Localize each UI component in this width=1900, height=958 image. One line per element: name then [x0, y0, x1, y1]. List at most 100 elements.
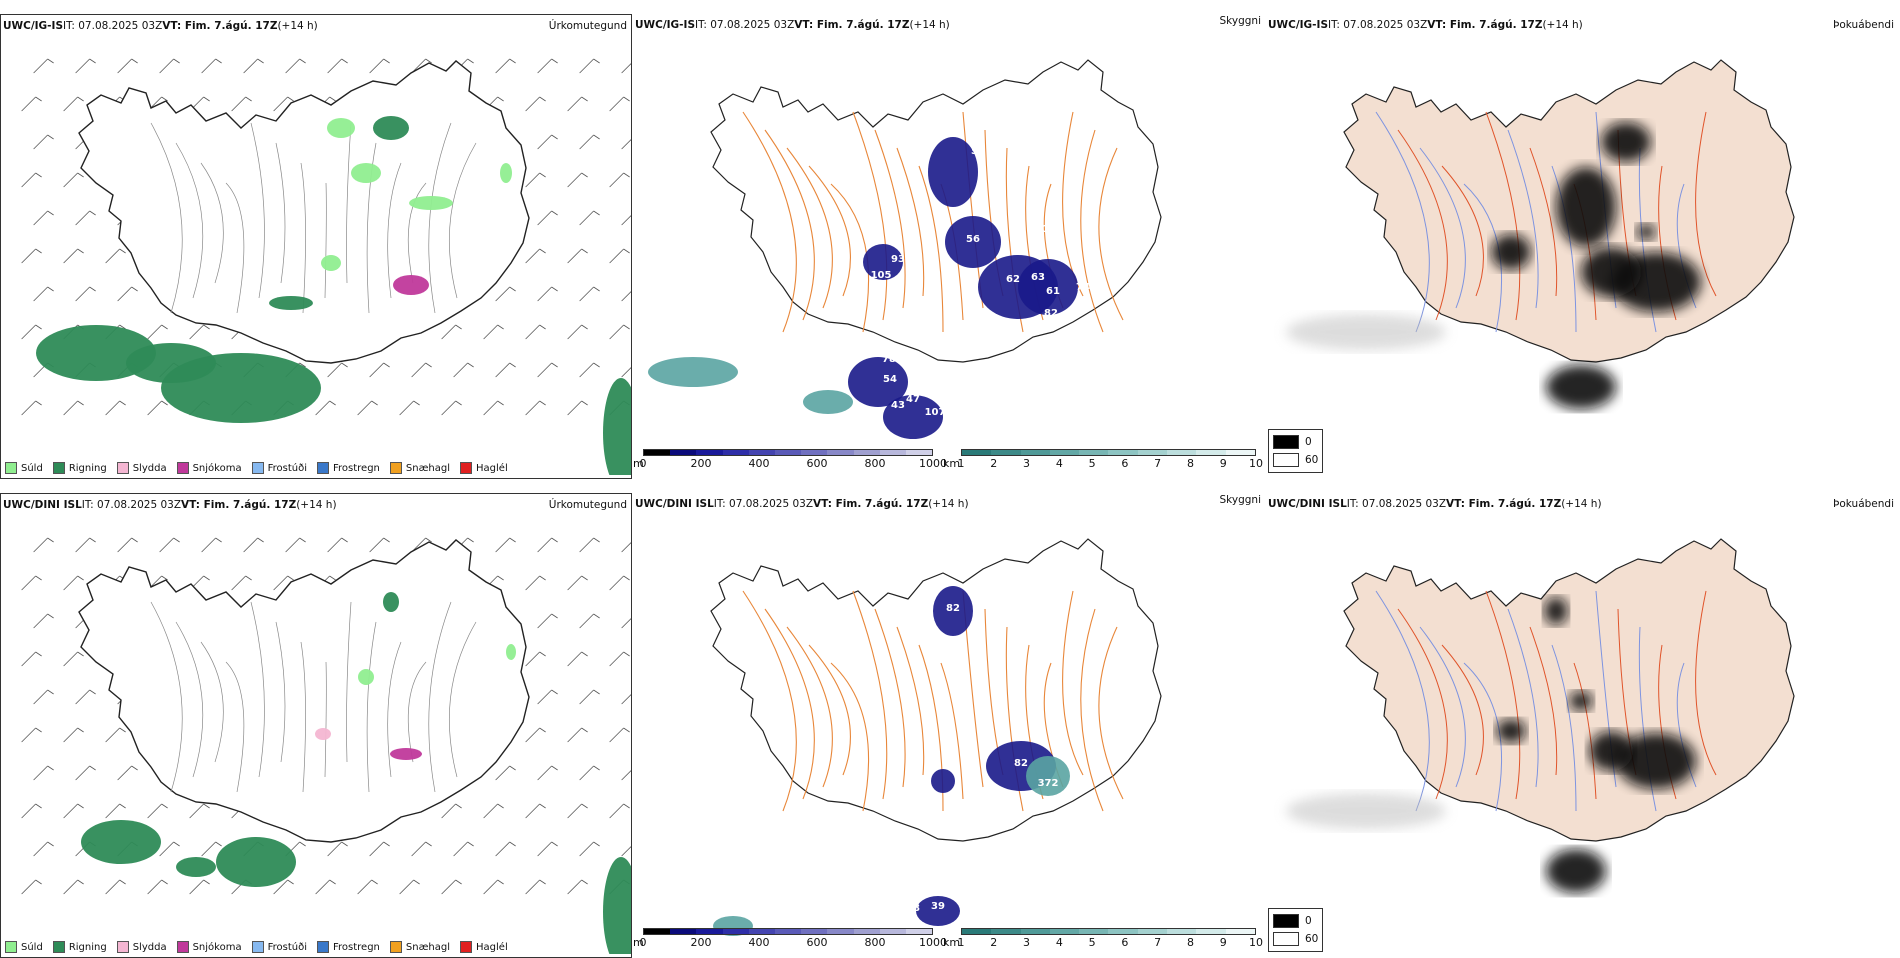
fog-area [1556, 167, 1616, 247]
rain-area [81, 820, 161, 864]
road [764, 129, 815, 321]
road [150, 122, 183, 314]
ceiling-area [883, 395, 943, 439]
wind-barb-icon [105, 727, 126, 743]
scale-tick-label: 10 [1249, 457, 1263, 470]
legend-swatch [176, 941, 189, 953]
scale-step [774, 450, 802, 455]
wind-barb-icon [621, 618, 631, 629]
legend-label: Frostregn [333, 462, 380, 474]
wind-barb-icon [579, 134, 600, 150]
wind-barb-icon [273, 575, 294, 591]
road [175, 621, 204, 778]
wind-barb-icon [75, 537, 96, 553]
scale-bar [961, 449, 1256, 456]
init-time: IT: 07.08.2025 03Z [713, 498, 814, 510]
road [346, 122, 352, 284]
scale-unit: m [633, 457, 644, 470]
wind-barb-icon [63, 727, 84, 743]
wind-barb-icon [75, 286, 96, 302]
wind-barb-icon [621, 542, 631, 553]
drizzle-area [327, 118, 355, 138]
scale-step [991, 450, 1021, 455]
scale-step [879, 450, 906, 455]
wind-barb-icon [525, 879, 546, 895]
fog-legend-item: 0 [1273, 912, 1318, 930]
road [200, 641, 224, 763]
road [830, 183, 870, 333]
river [1463, 662, 1502, 812]
wind-barb-icon [579, 210, 600, 226]
wind-barb-icon [495, 841, 516, 857]
scale-step [801, 450, 828, 455]
wind-barb-icon [537, 537, 558, 553]
wind-barb-icon [525, 400, 546, 416]
wind-barb-icon [117, 765, 138, 781]
fog-legend-item: 0 [1273, 433, 1318, 451]
scale-step [853, 929, 880, 934]
scale-step [670, 929, 697, 934]
scale-bar [643, 449, 933, 456]
scale-step [1196, 450, 1226, 455]
road [250, 601, 265, 778]
legend-swatch [460, 941, 473, 953]
scale-tick-label: 8 [1186, 936, 1194, 949]
road [1485, 590, 1521, 800]
fog-legend-swatch [1273, 914, 1299, 928]
scale-tick-label: 4 [1055, 936, 1063, 949]
drizzle-area [358, 669, 374, 685]
wind-barb-icon [327, 537, 348, 553]
scale-tick-label: 5 [1088, 936, 1096, 949]
wind-barb-icon [537, 286, 558, 302]
wind-barb-icon [483, 324, 504, 340]
ceiling-value-label: 82 [1044, 308, 1058, 319]
model-name: UWC/IG-IS [3, 20, 64, 32]
ceiling-value-label: 82 [1014, 758, 1028, 769]
legend-label: Haglél [476, 462, 508, 474]
fog-area [1546, 365, 1616, 409]
rain-area [36, 325, 156, 381]
road [764, 608, 815, 800]
scale-tick-label: 4 [1055, 457, 1063, 470]
init-time: IT: 07.08.2025 03Z [695, 19, 795, 31]
fog-legend-item: 60 [1273, 930, 1318, 948]
wind-barb-icon [21, 324, 42, 340]
wind-barb-icon [21, 96, 42, 112]
legend-item: Haglél [460, 941, 508, 953]
ceiling-area [928, 137, 978, 207]
wind-barb-icon [525, 324, 546, 340]
wind-barb-icon [609, 803, 630, 819]
scale-step [722, 450, 749, 455]
road [1098, 147, 1124, 321]
wind-barb-icon [411, 841, 432, 857]
wind-barb-icon [567, 879, 588, 895]
ceiling-value-label: 62 [1006, 274, 1020, 285]
wind-barb-icon [411, 362, 432, 378]
legend-swatch [389, 941, 402, 953]
road [200, 162, 224, 284]
scale-step [1108, 929, 1138, 934]
road [1080, 129, 1104, 333]
ceiling-area [648, 357, 738, 387]
legend-label: Súld [21, 462, 43, 474]
wind-barb-icon [483, 400, 504, 416]
legend-label: Slydda [132, 941, 167, 953]
road [366, 142, 377, 314]
scale-tick-label: 0 [639, 936, 647, 949]
scale-step [1167, 450, 1197, 455]
wind-barb-icon [621, 846, 631, 857]
precip-map [21, 537, 631, 954]
model-name: UWC/DINI ISL [3, 499, 82, 511]
snow-area [393, 275, 429, 295]
road [1695, 590, 1717, 776]
scale-step [905, 450, 933, 455]
wind-barb-icon [63, 803, 84, 819]
wind-barb-icon [33, 765, 54, 781]
coastline [78, 539, 530, 843]
ceiling-area [1018, 259, 1078, 315]
coastline [710, 59, 1162, 363]
scale-step [1079, 450, 1109, 455]
wind-barb-icon [579, 841, 600, 857]
scale-tick-label: 1000 [919, 457, 947, 470]
scale-tick-label: 400 [748, 457, 770, 470]
